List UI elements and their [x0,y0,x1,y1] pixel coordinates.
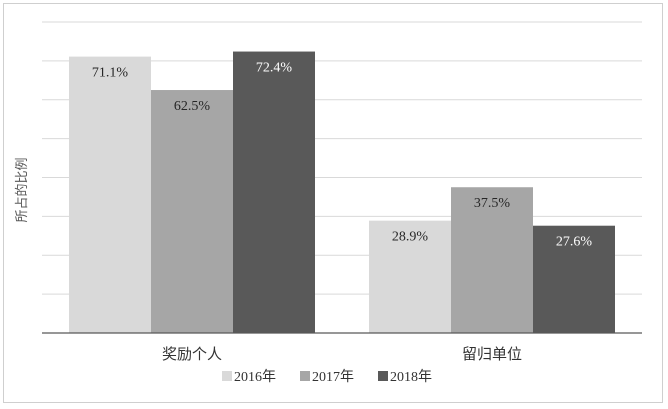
data-label: 28.9% [392,230,429,245]
bar [533,225,615,333]
data-label: 37.5% [474,196,511,211]
legend-swatch [378,371,388,381]
data-label: 72.4% [256,61,293,76]
data-label: 62.5% [174,99,211,114]
category-labels: 奖励个人 留归单位 [162,345,522,363]
data-label: 27.6% [556,235,593,250]
data-label: 71.1% [92,66,129,81]
y-axis-label: 所占的比例 [14,157,30,222]
bar [369,220,451,333]
legend-swatch [300,371,310,381]
bars [69,51,615,334]
legend: 2016年 2017年 2018年 [222,369,432,385]
data-labels: 71.1% 62.5% 72.4% 28.9% 37.5% 27.6% [92,61,593,250]
bar [151,90,233,333]
category-label: 奖励个人 [162,345,222,363]
bar [451,187,533,333]
bar [69,56,151,333]
legend-swatch [222,371,232,381]
legend-label: 2016年 [234,369,276,385]
bar [233,51,315,334]
legend-label: 2018年 [390,369,432,385]
legend-label: 2017年 [312,369,354,385]
category-label: 留归单位 [462,345,522,363]
